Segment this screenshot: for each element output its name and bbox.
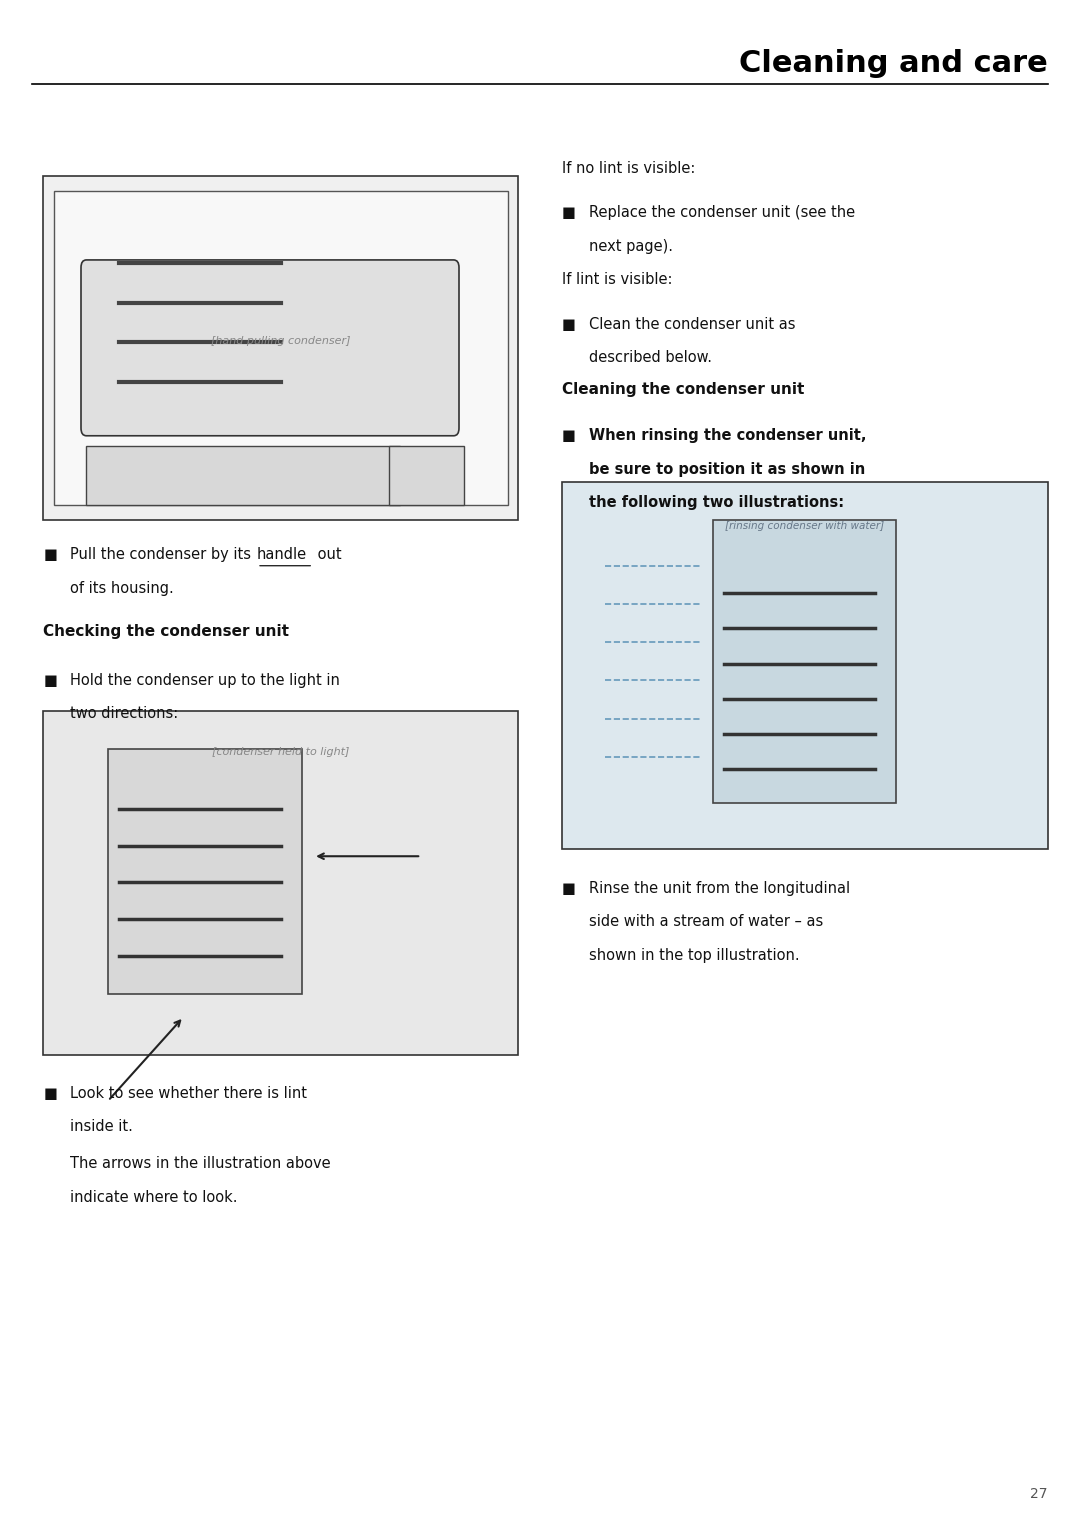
Text: of its housing.: of its housing. [70, 581, 174, 596]
FancyBboxPatch shape [81, 260, 459, 436]
Text: shown in the top illustration.: shown in the top illustration. [589, 948, 799, 963]
Text: described below.: described below. [589, 350, 712, 365]
Text: Cleaning and care: Cleaning and care [739, 49, 1048, 78]
Text: Clean the condenser unit as: Clean the condenser unit as [589, 317, 795, 332]
FancyBboxPatch shape [108, 749, 302, 994]
Text: If no lint is visible:: If no lint is visible: [562, 161, 694, 176]
FancyBboxPatch shape [43, 711, 518, 1055]
Text: ■: ■ [43, 673, 57, 688]
Text: ■: ■ [562, 317, 576, 332]
Text: [hand pulling condenser]: [hand pulling condenser] [211, 336, 351, 346]
Text: Look to see whether there is lint: Look to see whether there is lint [70, 1086, 307, 1101]
Text: indicate where to look.: indicate where to look. [70, 1190, 238, 1205]
FancyBboxPatch shape [389, 446, 464, 505]
FancyBboxPatch shape [54, 191, 508, 505]
Text: When rinsing the condenser unit,: When rinsing the condenser unit, [589, 428, 866, 443]
Text: Replace the condenser unit (see the: Replace the condenser unit (see the [589, 205, 854, 220]
Text: ■: ■ [562, 881, 576, 896]
Text: next page).: next page). [589, 239, 673, 254]
FancyBboxPatch shape [713, 520, 896, 803]
Text: be sure to position it as shown in: be sure to position it as shown in [589, 462, 865, 477]
Text: ■: ■ [562, 428, 576, 443]
Text: Checking the condenser unit: Checking the condenser unit [43, 624, 289, 639]
Text: [condenser held to light]: [condenser held to light] [212, 748, 350, 757]
Text: If lint is visible:: If lint is visible: [562, 272, 672, 287]
Text: the following two illustrations:: the following two illustrations: [589, 495, 843, 511]
Text: side with a stream of water – as: side with a stream of water – as [589, 914, 823, 930]
Text: two directions:: two directions: [70, 706, 178, 722]
Text: Hold the condenser up to the light in: Hold the condenser up to the light in [70, 673, 340, 688]
Text: ■: ■ [562, 205, 576, 220]
Text: ■: ■ [43, 547, 57, 563]
Text: 27: 27 [1030, 1488, 1048, 1501]
Text: Cleaning the condenser unit: Cleaning the condenser unit [562, 382, 804, 398]
Text: The arrows in the illustration above: The arrows in the illustration above [70, 1156, 330, 1171]
Text: Rinse the unit from the longitudinal: Rinse the unit from the longitudinal [589, 881, 850, 896]
Text: Pull the condenser by its: Pull the condenser by its [70, 547, 256, 563]
FancyBboxPatch shape [562, 482, 1048, 849]
Text: [rinsing condenser with water]: [rinsing condenser with water] [725, 521, 885, 531]
Text: inside it.: inside it. [70, 1119, 133, 1135]
FancyBboxPatch shape [86, 446, 400, 505]
Text: handle: handle [257, 547, 307, 563]
FancyBboxPatch shape [43, 176, 518, 520]
Text: ■: ■ [43, 1086, 57, 1101]
Text: out: out [313, 547, 342, 563]
